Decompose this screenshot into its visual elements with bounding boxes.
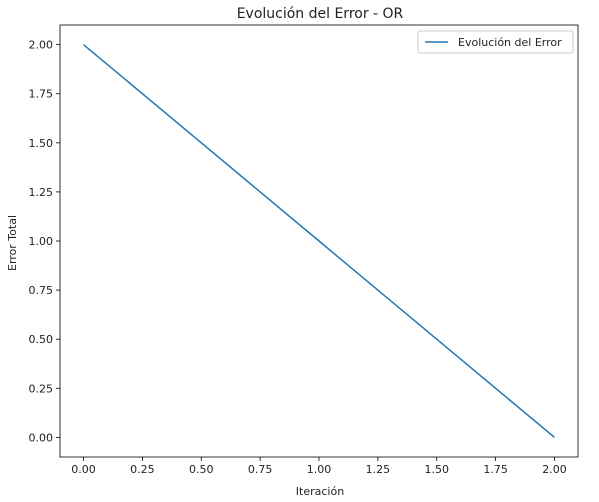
- y-tick-label: 1.75: [29, 88, 54, 101]
- y-axis-label: Error Total: [6, 215, 19, 271]
- x-tick-label: 2.00: [542, 463, 567, 476]
- series-line: [83, 44, 555, 438]
- y-tick-label: 0.00: [29, 431, 54, 444]
- x-axis: 0.00 0.25 0.50 0.75 1.00 1.25 1.50 1.75 2.00: [71, 457, 567, 476]
- y-tick-label: 2.00: [29, 39, 54, 52]
- x-tick-label: 1.50: [424, 463, 449, 476]
- x-tick-label: 1.25: [366, 463, 391, 476]
- legend-series-label: Evolución del Error: [458, 36, 562, 49]
- series-layer: [83, 44, 555, 438]
- x-tick-label: 0.50: [189, 463, 214, 476]
- x-tick-label: 0.75: [248, 463, 273, 476]
- x-tick-label: 0.00: [71, 463, 96, 476]
- y-tick-label: 1.25: [29, 186, 54, 199]
- x-axis-label: Iteración: [296, 485, 344, 498]
- y-axis: 0.00 0.25 0.50 0.75 1.00 1.25 1.50 1.75 2.00: [29, 39, 60, 444]
- y-tick-label: 1.50: [29, 137, 54, 150]
- legend-box: [417, 30, 574, 54]
- y-tick-label: 1.00: [29, 235, 54, 248]
- x-tick-label: 1.75: [483, 463, 508, 476]
- x-tick-label: 1.00: [307, 463, 332, 476]
- legend: Evolución del Error: [417, 30, 574, 54]
- y-tick-label: 0.25: [29, 382, 54, 395]
- y-tick-label: 0.75: [29, 284, 54, 297]
- y-tick-label: 0.50: [29, 333, 54, 346]
- chart-title: Evolución del Error - OR: [237, 6, 404, 22]
- x-tick-label: 0.25: [130, 463, 155, 476]
